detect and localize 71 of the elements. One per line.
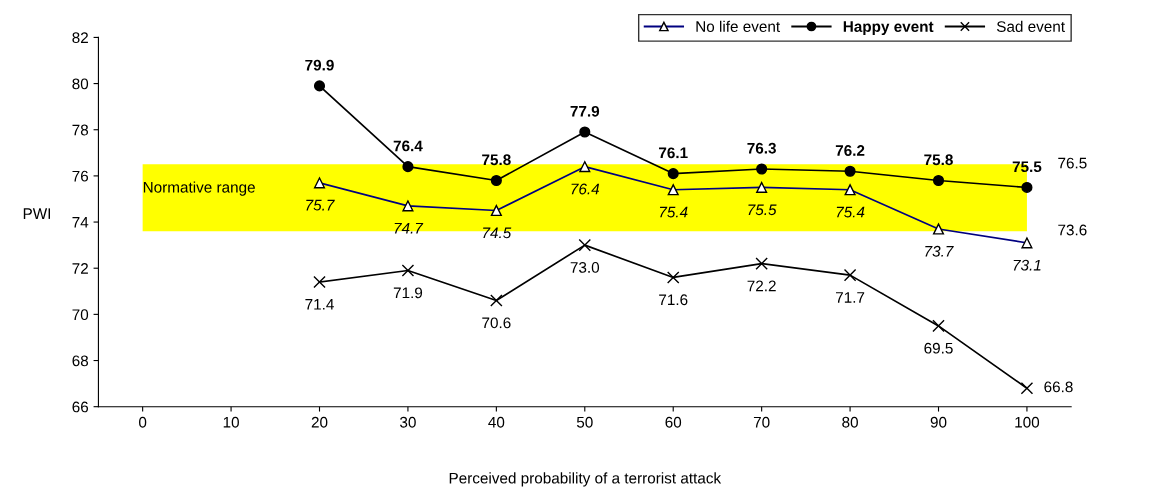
legend-label: Happy event: [843, 21, 934, 36]
point: [1021, 181, 1033, 193]
point: [490, 294, 503, 307]
data-label: 75.5: [1012, 161, 1042, 173]
point: [402, 161, 414, 173]
point: [932, 319, 945, 333]
data-label: 75.5: [748, 204, 777, 216]
x-tick-label: 100: [1015, 416, 1040, 428]
data-label: 75.4: [836, 206, 865, 218]
y-tick-label: 72: [72, 263, 88, 274]
legend-label: Sad event: [996, 20, 1065, 32]
point: [578, 238, 592, 252]
point: [667, 168, 679, 180]
point: [1020, 381, 1034, 395]
data-label: 72.2: [747, 280, 776, 292]
point: [843, 268, 857, 282]
data-label: 76.4: [393, 140, 423, 152]
legend-label: No life event: [696, 20, 781, 32]
x-tick-label: 90: [930, 416, 947, 428]
data-label: 71.4: [305, 299, 334, 310]
data-label: 75.8: [482, 154, 511, 166]
y-tick-label: 70: [72, 309, 89, 321]
x-tick-label: 80: [842, 416, 858, 428]
point: [755, 257, 768, 270]
x-axis-title: Perceived probability of a terrorist attack: [449, 472, 722, 487]
x-tick-label: 60: [665, 416, 682, 428]
y-tick-label: 78: [72, 124, 89, 136]
data-label: 71.6: [659, 294, 688, 306]
point: [313, 275, 326, 289]
point: [401, 264, 415, 277]
x-tick-label: 10: [223, 416, 239, 428]
data-label: 76.2: [835, 145, 865, 156]
data-label: 79.9: [305, 59, 334, 71]
y-tick-label: 66: [72, 401, 89, 413]
data-label: 73.0: [570, 262, 600, 273]
y-tick-label: 82: [72, 32, 88, 44]
data-label: 71.7: [835, 292, 865, 303]
data-label: 73.7: [925, 245, 954, 257]
x-tick-label: 50: [576, 416, 593, 428]
point: [490, 174, 502, 187]
data-label: 76.4: [571, 183, 600, 195]
data-label: 76.3: [747, 142, 776, 154]
x-tick-label: 40: [488, 416, 505, 428]
x-tick-label: 30: [400, 416, 416, 428]
point: [579, 126, 591, 138]
data-label: 70.6: [482, 317, 511, 329]
point: [756, 163, 768, 175]
data-label: 75.4: [659, 206, 688, 218]
y-tick-label: 76: [72, 170, 89, 182]
point: [666, 271, 680, 284]
y-tick-label: 68: [72, 355, 89, 367]
point: [844, 165, 856, 177]
data-label: 75.7: [306, 199, 335, 211]
data-label: 75.8: [924, 154, 953, 166]
y-tick-label: 80: [72, 78, 89, 90]
x-tick-label: 20: [311, 416, 328, 428]
y-tick-label: 74: [72, 217, 89, 228]
x-tick-label: 70: [753, 416, 770, 428]
data-label: 66.8: [1044, 381, 1073, 393]
data-label: 76.1: [659, 147, 688, 159]
annotation: 73.6: [1058, 224, 1087, 236]
point: [313, 80, 326, 92]
data-label: 77.9: [570, 105, 600, 117]
band-label: Normative range: [143, 181, 255, 196]
data-label: 69.5: [924, 342, 953, 354]
data-label: 73.1: [1013, 259, 1041, 271]
point: [932, 174, 945, 187]
data-label: 71.9: [393, 287, 423, 299]
annotation: 76.5: [1058, 157, 1087, 169]
x-tick-label: 0: [138, 416, 147, 428]
y-axis-title: PWI: [23, 208, 51, 219]
